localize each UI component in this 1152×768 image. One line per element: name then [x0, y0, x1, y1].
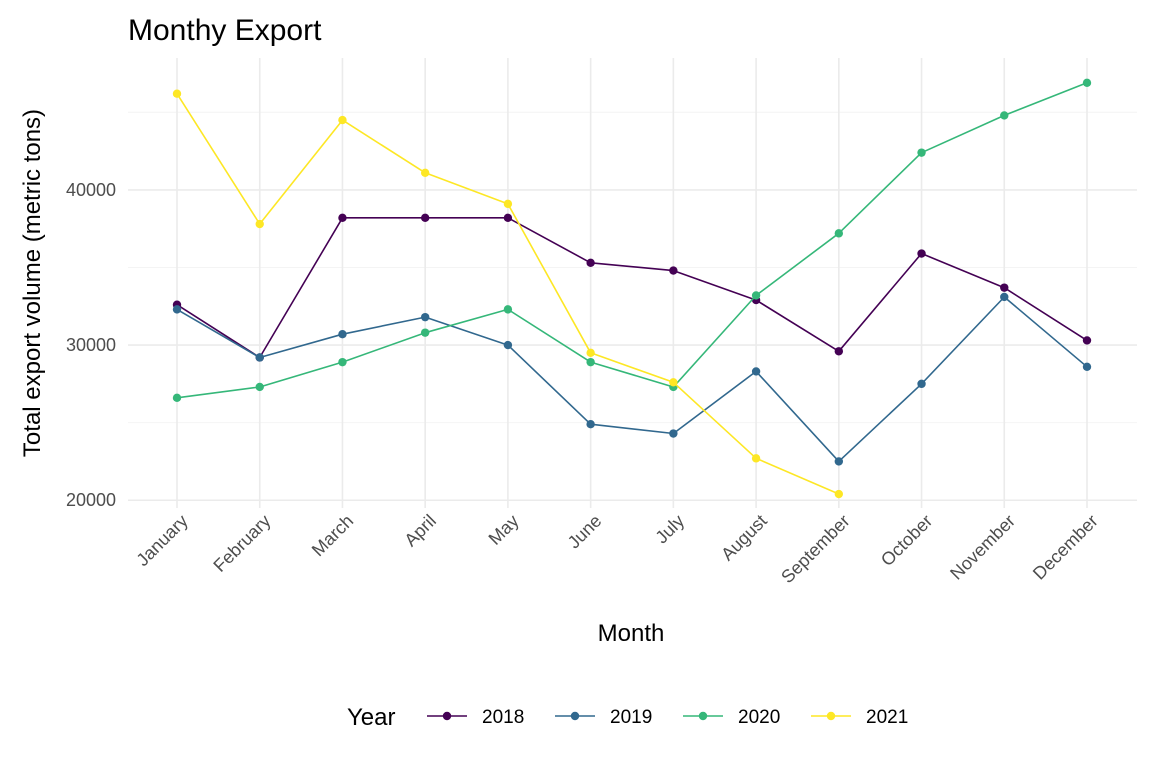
data-point	[834, 489, 844, 499]
x-tick-label: September	[777, 511, 853, 587]
x-tick-label: July	[651, 511, 688, 548]
data-point	[586, 357, 595, 367]
series-line-2019	[176, 296, 1088, 463]
x-tick-label: October	[877, 511, 936, 570]
data-point	[1000, 292, 1009, 302]
x-tick-label: August	[717, 511, 771, 565]
legend-title: Year	[347, 704, 396, 731]
legend-label: 2020	[738, 707, 780, 728]
x-tick-label: December	[1029, 511, 1102, 584]
data-point	[338, 213, 347, 223]
series-2019	[172, 292, 1092, 466]
data-point	[503, 213, 513, 223]
x-tick-label: January	[132, 511, 191, 570]
x-tick-label: May	[485, 511, 523, 549]
x-axis-ticks: January February March April May June July Augu…	[132, 511, 1101, 587]
x-tick-label: April	[400, 511, 440, 551]
legend-label: 2019	[610, 707, 652, 728]
data-point	[172, 393, 182, 403]
chart-title: Monthy Export	[128, 14, 322, 47]
series-line-2020	[176, 82, 1088, 399]
series-2021	[172, 89, 844, 499]
legend: Year 2018 2019 2020 2021	[347, 704, 908, 731]
y-tick-label: 20000	[66, 490, 116, 510]
data-point	[255, 382, 264, 392]
x-axis-title: Month	[598, 620, 665, 647]
legend-marker	[442, 711, 452, 721]
grid-lines	[128, 58, 1137, 508]
data-point	[420, 213, 430, 223]
data-point	[1000, 111, 1009, 120]
data-point	[669, 266, 678, 275]
data-point	[669, 429, 678, 438]
data-point	[255, 219, 264, 229]
legend-marker	[570, 711, 580, 721]
data-point	[172, 89, 182, 98]
data-point	[586, 348, 595, 358]
data-point	[1082, 78, 1092, 88]
x-tick-label: November	[946, 511, 1019, 584]
data-point	[917, 249, 926, 258]
data-point	[420, 328, 430, 337]
data-point	[420, 312, 430, 322]
legend-marker	[826, 711, 836, 721]
y-tick-label: 30000	[66, 335, 116, 355]
data-point	[503, 199, 513, 209]
series-line-2018	[176, 217, 1088, 359]
legend-marker	[698, 711, 708, 721]
legend-item-2021: 2021	[811, 707, 908, 728]
data-point	[669, 378, 678, 387]
data-point	[1082, 362, 1092, 371]
data-point	[834, 457, 844, 466]
data-point	[255, 353, 264, 362]
data-point	[1000, 283, 1009, 292]
data-point	[1082, 336, 1092, 345]
legend-item-2020: 2020	[683, 707, 780, 728]
data-point	[751, 367, 761, 376]
data-point	[751, 291, 761, 300]
data-point	[338, 330, 347, 339]
legend-label: 2021	[866, 707, 908, 728]
series-2020	[172, 78, 1092, 403]
data-point	[172, 305, 182, 314]
y-axis-ticks: 20000 30000 40000	[66, 180, 116, 510]
data-point	[586, 420, 595, 429]
x-tick-label: March	[308, 511, 358, 561]
series-2018	[172, 213, 1092, 362]
x-tick-label: February	[209, 511, 274, 576]
y-axis-title: Total export volume (metric tons)	[19, 109, 46, 457]
data-point	[420, 168, 430, 178]
x-tick-label: June	[564, 511, 606, 553]
data-point	[503, 305, 513, 314]
legend-label: 2018	[482, 707, 524, 728]
legend-item-2019: 2019	[555, 707, 652, 728]
data-point	[338, 357, 347, 367]
y-tick-label: 40000	[66, 180, 116, 200]
data-point	[338, 115, 347, 125]
data-point	[503, 340, 513, 350]
data-point	[917, 148, 926, 157]
series-lines	[172, 78, 1092, 499]
data-point	[751, 454, 761, 463]
data-point	[917, 379, 926, 389]
data-point	[834, 347, 844, 356]
legend-item-2018: 2018	[427, 707, 524, 728]
data-point	[834, 229, 844, 238]
data-point	[586, 258, 595, 268]
